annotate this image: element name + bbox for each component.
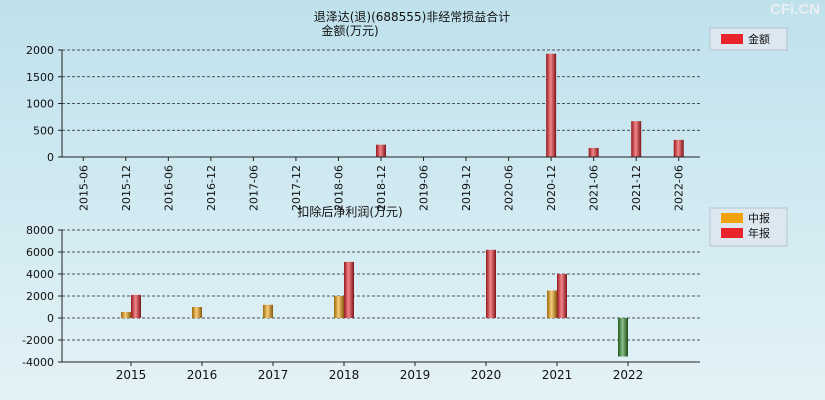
- chart1-bars: [376, 53, 684, 158]
- x-tick-label: 2017-12: [290, 165, 303, 211]
- chart1-legend-box: [709, 27, 788, 51]
- x-tick-label: 2016: [187, 368, 218, 382]
- x-tick-label: 2018: [329, 368, 360, 382]
- legend-swatch-mid: [721, 213, 743, 223]
- chart1-tick-labels: 0 500 1000 1500 2000 2015-06 2015-12 2016-06 201…: [26, 44, 686, 211]
- legend-label-amount: 金额: [748, 32, 770, 46]
- bar-mid-year: [121, 311, 131, 318]
- x-tick-label: 2020-12: [545, 165, 558, 211]
- y-tick-label: 0: [47, 151, 54, 164]
- bar-amount: [546, 53, 557, 158]
- bar-mid-year: [547, 290, 557, 318]
- y-tick-label: 1500: [26, 71, 54, 84]
- bar-amount: [588, 147, 599, 157]
- x-tick-label: 2016-12: [205, 165, 218, 211]
- y-tick-label: 2000: [26, 44, 54, 57]
- y-tick-label: 1000: [26, 98, 54, 111]
- chart1-title: 退泽达(退)(688555)非经常损益合计: [314, 9, 511, 24]
- bar-negative: [618, 318, 628, 357]
- x-tick-label: 2019-12: [460, 165, 473, 211]
- y-tick-label: 500: [33, 124, 54, 137]
- bar-mid-year: [192, 307, 202, 318]
- y-tick-label: 6000: [26, 246, 54, 259]
- x-tick-label: 2020: [471, 368, 502, 382]
- x-tick-label: 2015-12: [120, 165, 133, 211]
- chart2-bars: [121, 249, 628, 357]
- x-tick-label: 2022: [613, 368, 644, 382]
- bar-annual: [557, 274, 567, 318]
- chart2-axes: [58, 229, 700, 366]
- x-tick-label: 2016-06: [162, 165, 175, 211]
- y-tick-label: 2000: [26, 290, 54, 303]
- chart1-legend: 金额: [709, 27, 788, 51]
- bar-annual: [344, 261, 354, 318]
- brand-watermark: CFi.CN: [770, 1, 820, 18]
- x-tick-label: 2021-12: [630, 165, 643, 211]
- bar-amount: [673, 139, 684, 157]
- bar-amount: [376, 144, 386, 157]
- x-tick-label: 2017: [258, 368, 289, 382]
- x-tick-label: 2018-12: [375, 165, 388, 211]
- bar-annual: [131, 294, 141, 318]
- bar-annual: [486, 249, 496, 318]
- chart2-grid: [62, 229, 700, 341]
- chart1-axes: [58, 49, 700, 161]
- y-tick-label: 0: [47, 312, 54, 325]
- chart2-legend: 中报 年报: [709, 207, 788, 247]
- legend-swatch-amount: [721, 34, 743, 44]
- x-tick-label: 2021-06: [588, 165, 601, 211]
- x-tick-label: 2019: [400, 368, 431, 382]
- y-tick-label: -2000: [22, 334, 54, 347]
- chart1-grid: [62, 49, 700, 131]
- legend-swatch-annual: [721, 228, 743, 238]
- bar-mid-year: [263, 304, 273, 318]
- x-tick-label: 2018-06: [332, 165, 345, 211]
- y-tick-label: 4000: [26, 268, 54, 281]
- x-tick-label: 2019-06: [418, 165, 431, 211]
- x-tick-label: 2015-06: [77, 165, 90, 211]
- x-tick-label: 2017-06: [247, 165, 260, 211]
- bar-amount: [631, 121, 642, 157]
- x-tick-label: 2021: [542, 368, 573, 382]
- nonrecurring-chart: 退泽达(退)(688555)非经常损益合计 金额(万元) 0 500 1000 150…: [26, 9, 788, 211]
- x-tick-label: 2020-06: [503, 165, 516, 211]
- x-tick-label: 2015: [116, 368, 147, 382]
- legend-label-annual: 年报: [748, 226, 770, 240]
- chart2-title: 扣除后净利润(万元): [297, 204, 402, 219]
- x-tick-label: 2022-06: [673, 165, 686, 211]
- chart2-tick-labels: -4000 -2000 0 2000 4000 6000 8000 2015 2016 2017 2…: [22, 224, 643, 382]
- legend-label-mid: 中报: [748, 211, 770, 225]
- net-profit-chart: 扣除后净利润(万元) -4000 -2000 0 2000 4000 6000 8000 20…: [22, 204, 788, 382]
- y-tick-label: -4000: [22, 356, 54, 369]
- bar-mid-year: [334, 296, 344, 318]
- y-tick-label: 8000: [26, 224, 54, 237]
- chart1-unit: 金额(万元): [321, 23, 378, 38]
